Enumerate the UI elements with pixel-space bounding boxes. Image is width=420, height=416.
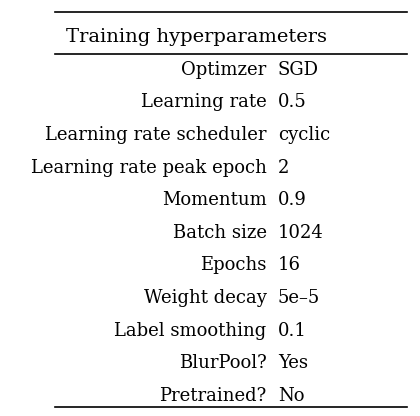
- Text: 0.5: 0.5: [278, 93, 307, 111]
- Text: 0.1: 0.1: [278, 322, 307, 340]
- Text: Learning rate: Learning rate: [141, 93, 267, 111]
- Text: Epochs: Epochs: [200, 256, 267, 275]
- Text: Optimzer: Optimzer: [181, 61, 267, 79]
- Text: Pretrained?: Pretrained?: [160, 387, 267, 405]
- Text: 1024: 1024: [278, 224, 324, 242]
- Text: Weight decay: Weight decay: [144, 289, 267, 307]
- Text: Label smoothing: Label smoothing: [115, 322, 267, 340]
- Text: Learning rate scheduler: Learning rate scheduler: [45, 126, 267, 144]
- Text: Training hyperparameters: Training hyperparameters: [66, 28, 327, 46]
- Text: SGD: SGD: [278, 61, 319, 79]
- Text: 0.9: 0.9: [278, 191, 307, 209]
- Text: cyclic: cyclic: [278, 126, 330, 144]
- Text: 16: 16: [278, 256, 301, 275]
- Text: Batch size: Batch size: [173, 224, 267, 242]
- Text: 5e–5: 5e–5: [278, 289, 320, 307]
- Text: Yes: Yes: [278, 354, 308, 372]
- Text: No: No: [278, 387, 304, 405]
- Text: 2: 2: [278, 158, 289, 176]
- Text: BlurPool?: BlurPool?: [179, 354, 267, 372]
- Text: Momentum: Momentum: [162, 191, 267, 209]
- Text: Learning rate peak epoch: Learning rate peak epoch: [31, 158, 267, 176]
